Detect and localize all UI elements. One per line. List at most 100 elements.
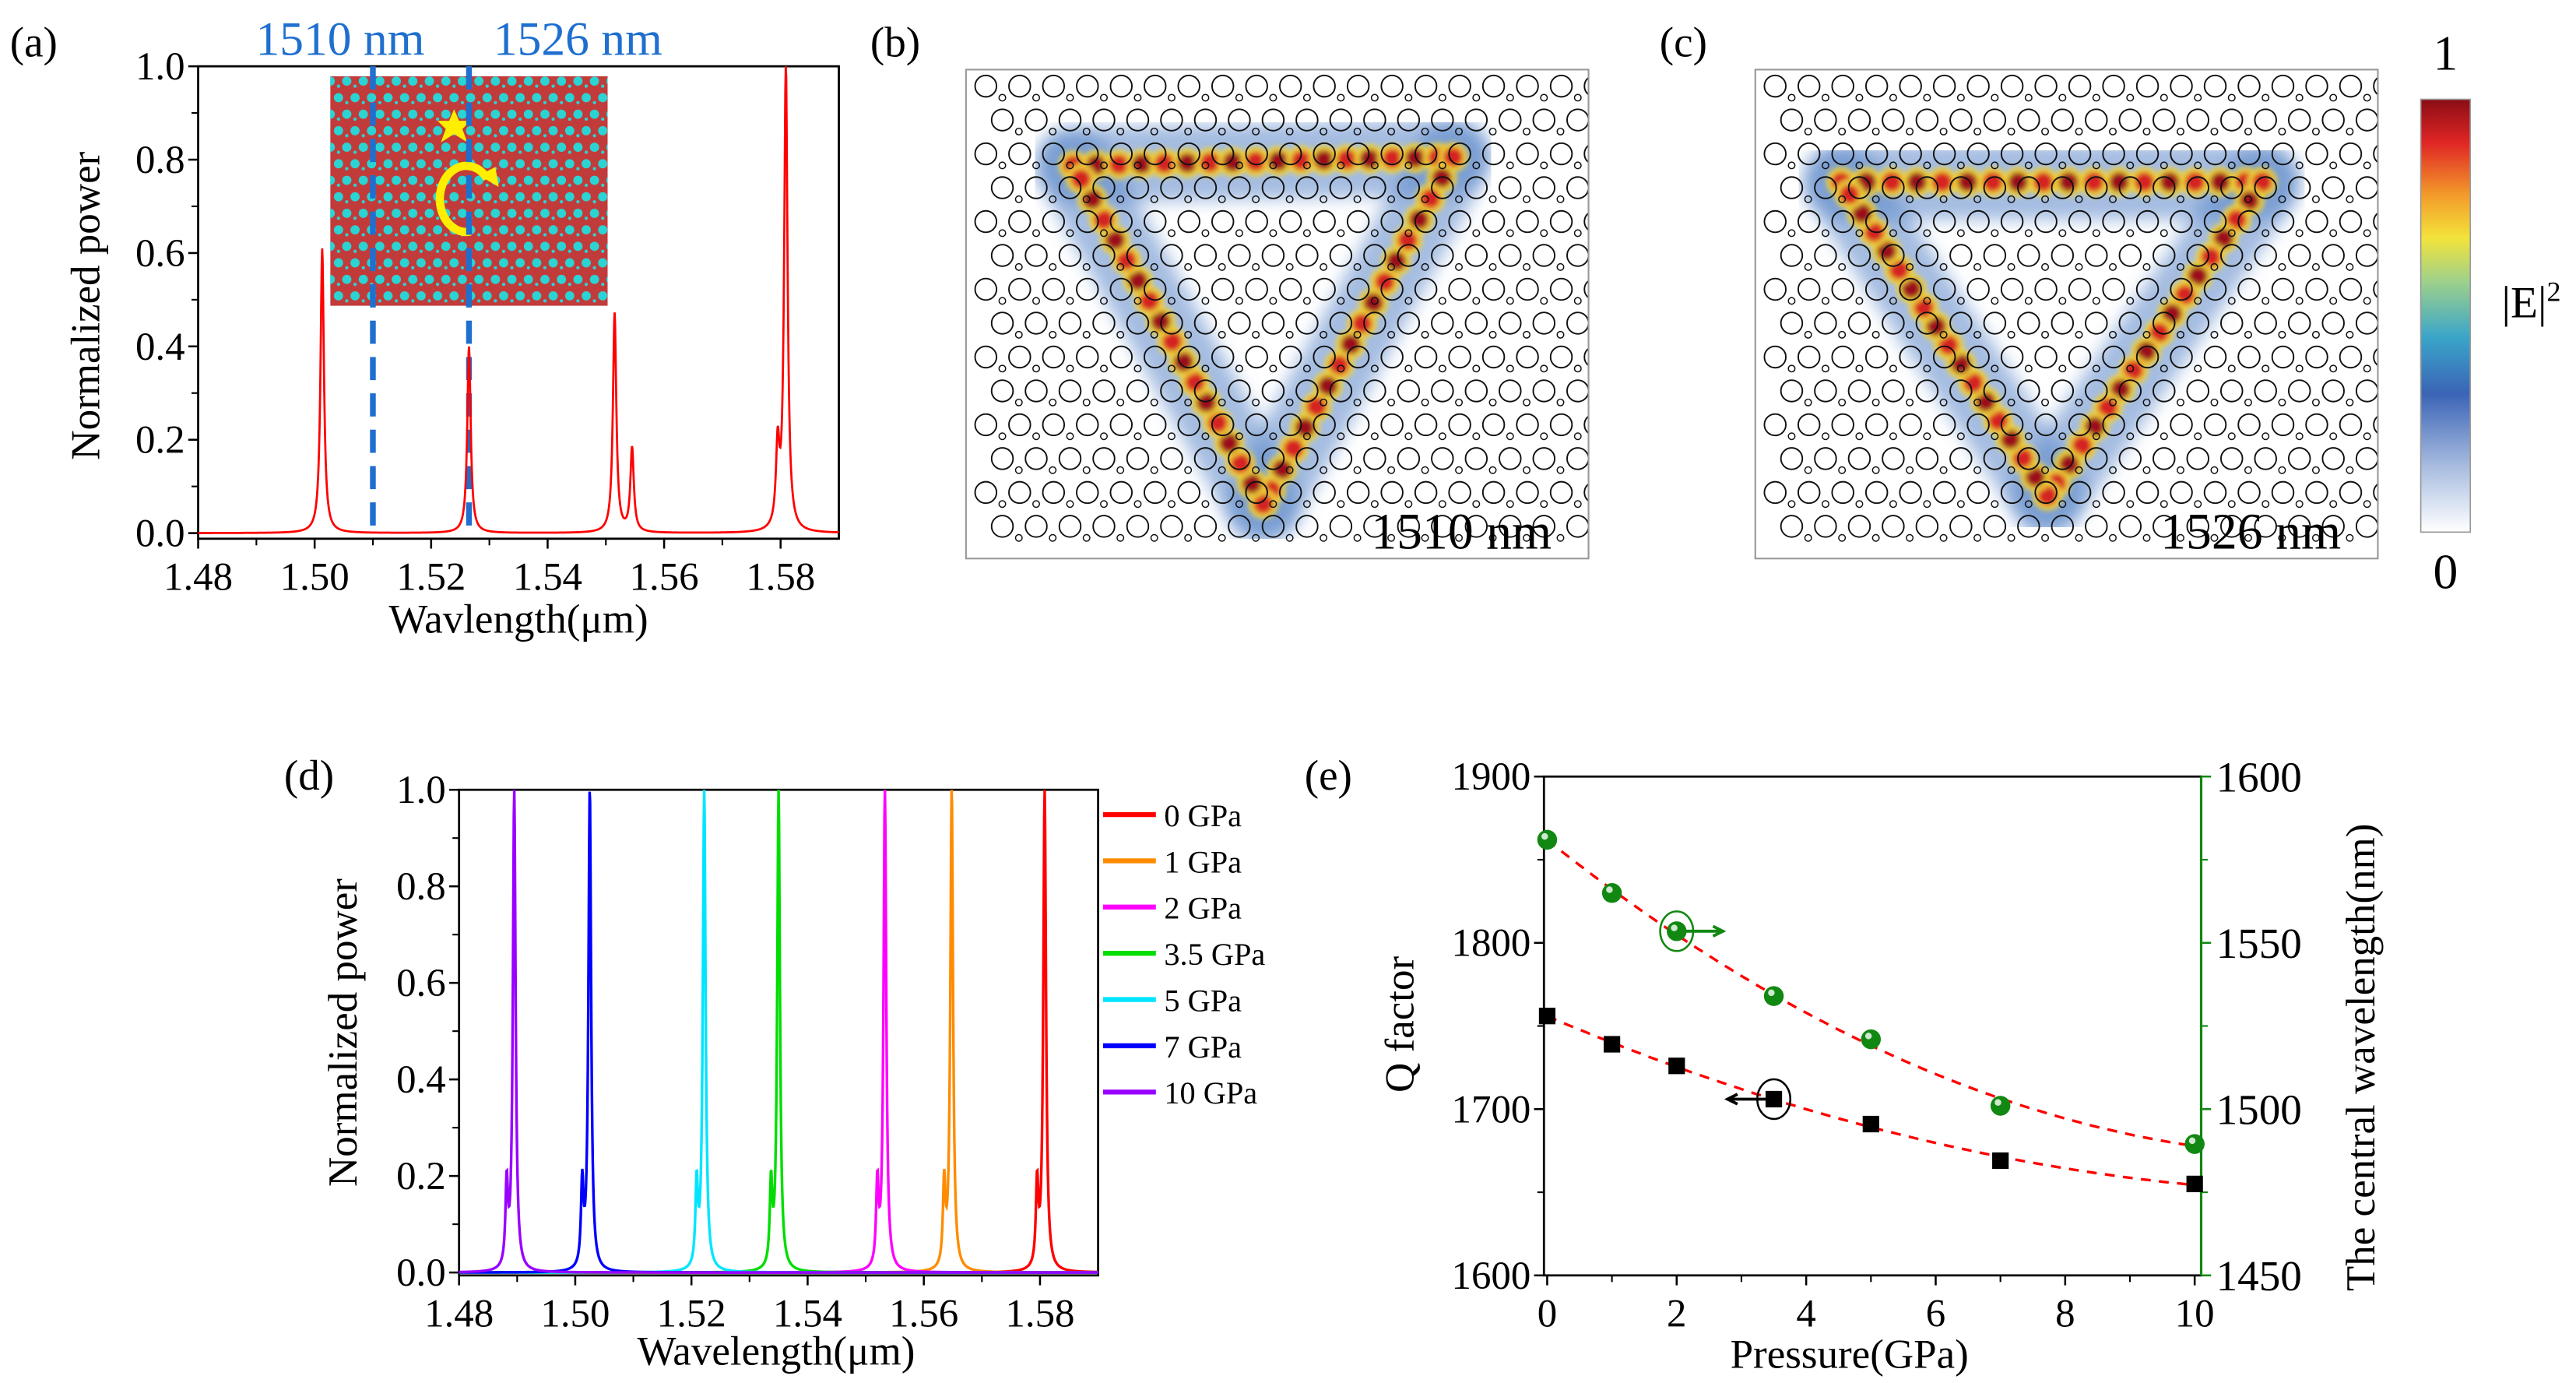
lattice-hole: [2339, 277, 2363, 301]
lattice-small-hole: [2109, 330, 2117, 339]
lattice-small-hole: [2329, 364, 2338, 373]
lattice-small-hole: [1923, 432, 1931, 441]
field-spot-core: [2162, 304, 2182, 324]
lattice-hole: [1363, 379, 1386, 403]
field-spot-core: [1139, 290, 1160, 311]
lattice-hole: [2203, 413, 2227, 437]
inset-hole: [424, 241, 434, 252]
inset-hole: [507, 143, 517, 153]
lattice-hole: [2135, 345, 2160, 369]
lattice-hole: [2339, 209, 2363, 234]
lattice-hole: [1847, 176, 1871, 199]
lattice-hole: [1109, 74, 1133, 98]
field-spot-core: [1951, 354, 1971, 375]
lattice-small-hole: [1285, 195, 1294, 203]
inset-small-hole: [560, 100, 564, 104]
lattice-hole: [1583, 483, 1589, 502]
lattice-small-hole: [1150, 330, 1158, 339]
lattice-small-hole: [2075, 195, 2083, 203]
lattice-hole: [2068, 413, 2092, 437]
inset-small-hole: [361, 199, 365, 204]
x-axis-label: Pressure(GPa): [1731, 1332, 1969, 1378]
lattice-small-hole: [1804, 330, 1812, 339]
field-spot-core: [1246, 151, 1266, 172]
lattice-hole: [2237, 74, 2261, 98]
lattice-hole: [2305, 480, 2328, 505]
inset-small-hole: [411, 100, 415, 104]
inset-small-hole: [560, 199, 564, 204]
lattice-hole: [2373, 415, 2378, 435]
inset-small-hole: [560, 167, 564, 171]
inset-hole: [499, 291, 508, 301]
lattice-small-hole: [1184, 330, 1193, 339]
lattice-hole: [1464, 311, 1488, 335]
lattice-small-hole: [1082, 195, 1091, 203]
lattice-small-hole: [1523, 533, 1530, 542]
inset-small-hole: [485, 183, 489, 187]
lattice-hole: [2102, 480, 2125, 505]
lattice-hole: [2321, 447, 2345, 470]
inset-hole: [482, 291, 492, 301]
lattice-hole: [2321, 515, 2345, 538]
lattice-hole: [2390, 177, 2412, 199]
lattice-small-hole: [1049, 533, 1057, 542]
lattice-small-hole: [1973, 330, 1982, 339]
panel-b-field-map: (b) 1510 nm: [870, 18, 1622, 561]
lattice-hole: [1601, 245, 1622, 266]
inset-hole: [532, 192, 542, 202]
series-line-10-GPa: [459, 790, 1098, 1274]
inset-hole: [548, 291, 558, 301]
lattice-small-hole: [1787, 93, 1796, 102]
lattice-small-hole: [1787, 229, 1796, 238]
lattice-small-hole: [2007, 127, 2015, 135]
lattice-hole: [1076, 480, 1099, 505]
lattice-hole: [1278, 345, 1302, 369]
wavelength-point-highlight: [1768, 989, 1775, 997]
lattice-hole: [1932, 413, 1956, 437]
lattice-hole: [1414, 413, 1438, 437]
inset-small-hole: [576, 233, 580, 237]
lattice-hole: [2321, 311, 2345, 335]
inset-hole: [515, 192, 525, 202]
inset-hole: [333, 258, 343, 268]
lattice-hole: [1126, 515, 1150, 538]
annotation-1510nm: 1510 nm: [255, 12, 424, 65]
lattice-small-hole: [1991, 161, 1999, 170]
lattice-small-hole: [1235, 432, 1243, 441]
lattice-hole: [1814, 176, 1837, 199]
inset-hole: [573, 76, 583, 86]
lattice-small-hole: [1591, 399, 1597, 406]
inset-small-hole: [460, 199, 465, 204]
x-tick-label: 1.48: [424, 1293, 494, 1336]
lattice-hole: [1414, 74, 1438, 98]
lattice-small-hole: [1404, 500, 1413, 509]
lattice-small-hole: [1573, 500, 1582, 509]
lattice-small-hole: [1991, 364, 1999, 373]
inset-hole: [350, 192, 360, 202]
y-tick-label: 0.0: [135, 512, 185, 556]
lattice-hole: [2051, 515, 2075, 538]
lattice-hole: [1295, 176, 1319, 199]
inset-hole: [499, 93, 508, 103]
lattice-small-hole: [1523, 398, 1530, 406]
colorbar-min: 0: [2434, 544, 2458, 599]
lattice-small-hole: [2194, 500, 2202, 509]
inset-small-hole: [477, 299, 481, 303]
inset-small-hole: [427, 167, 431, 171]
lattice-small-hole: [2194, 229, 2202, 238]
lattice-small-hole: [1838, 195, 1847, 203]
lattice-small-hole: [2109, 398, 2117, 406]
inset-hole: [330, 109, 336, 119]
lattice-hole: [2203, 209, 2227, 234]
lattice-small-hole: [2109, 533, 2117, 542]
lattice-small-hole: [1956, 297, 1965, 305]
inset-small-hole: [402, 183, 406, 187]
lattice-small-hole: [1939, 127, 1948, 135]
lattice-hole: [1431, 176, 1454, 199]
lattice-small-hole: [1167, 500, 1176, 509]
inset-hole: [330, 76, 336, 86]
lattice-small-hole: [1540, 297, 1548, 305]
lattice-small-hole: [1889, 432, 1897, 441]
lattice-small-hole: [1269, 500, 1277, 509]
lattice-small-hole: [1787, 297, 1796, 305]
